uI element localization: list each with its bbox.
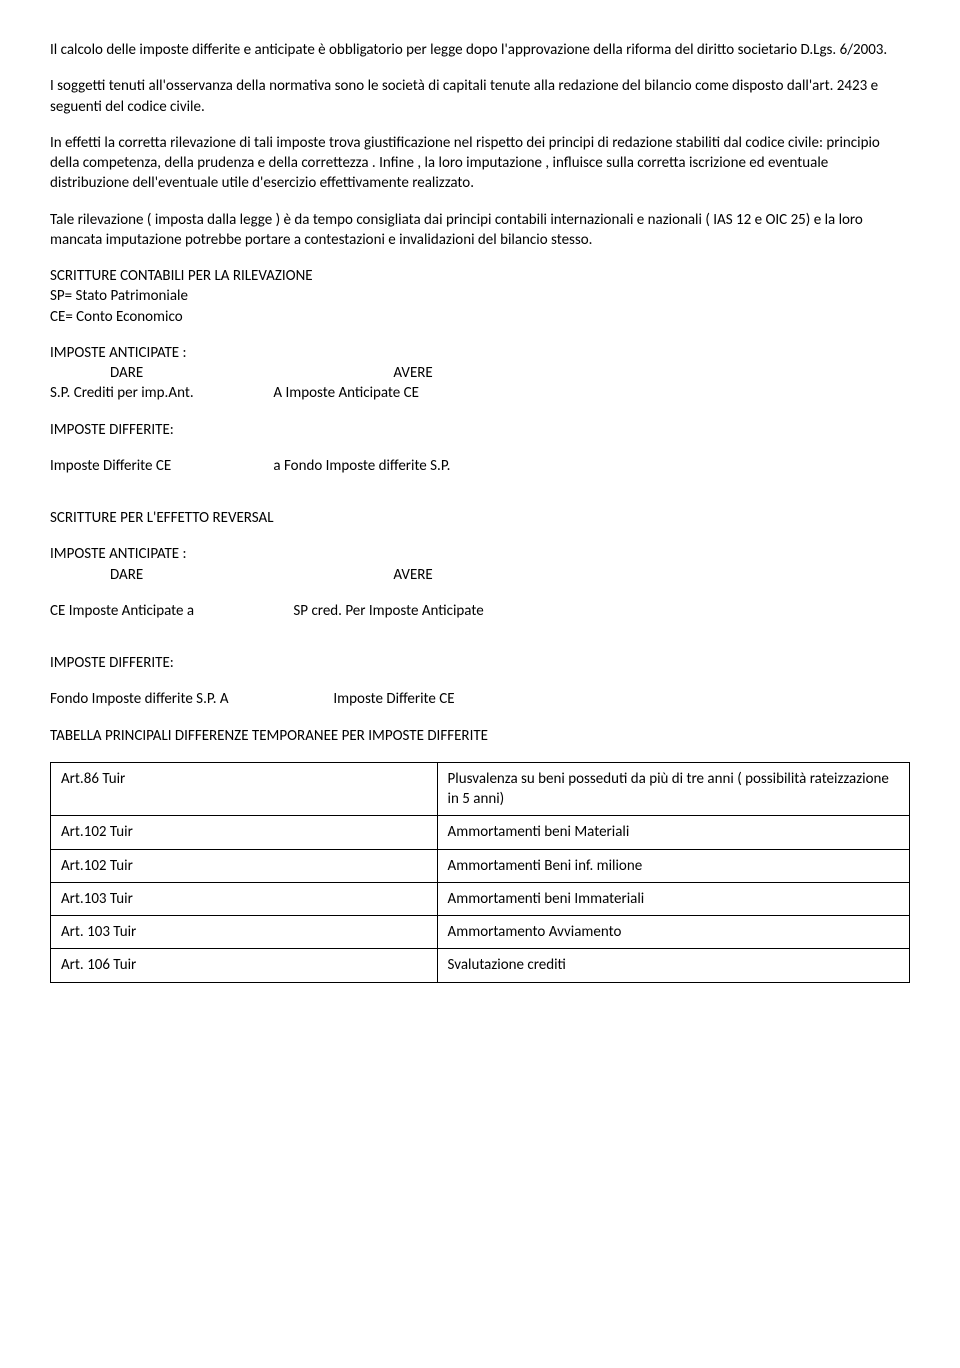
table-cell-right: Ammortamento Avviamento [437,916,909,949]
differite1-heading: IMPOSTE DIFFERITE: [50,420,910,440]
avere-header: AVERE [393,364,432,382]
sp-label: SP= Stato Patrimoniale [50,286,910,306]
anticipate1-heading: IMPOSTE ANTICIPATE : [50,343,910,363]
table-cell-right: Ammortamenti beni Materiali [437,816,909,849]
differite2-dare: Fondo Imposte differite S.P. A [50,689,330,709]
tabella-heading: TABELLA PRINCIPALI DIFFERENZE TEMPORANEE… [50,726,910,746]
differite2-heading: IMPOSTE DIFFERITE: [50,653,910,673]
dare-header: DARE [50,363,390,383]
table-row: Art. 106 Tuir Svalutazione crediti [51,949,910,982]
table-cell-right: Ammortamenti beni Immateriali [437,882,909,915]
anticipate1-dare: S.P. Crediti per imp.Ant. [50,383,270,403]
paragraph-4: Tale rilevazione ( imposta dalla legge )… [50,210,910,251]
table-row: Art.102 Tuir Ammortamenti beni Materiali [51,816,910,849]
table-cell-left: Art.102 Tuir [51,849,438,882]
differite2-avere: Imposte Differite CE [333,690,454,708]
ce-label: CE= Conto Economico [50,307,910,327]
differite1-avere: a Fondo Imposte differite S.P. [273,457,450,475]
table-cell-left: Art.103 Tuir [51,882,438,915]
table-row: Art.102 Tuir Ammortamenti Beni inf. mili… [51,849,910,882]
dare-header-2: DARE [50,565,390,585]
differenze-table: Art.86 Tuir Plusvalenza su beni possedut… [50,762,910,983]
paragraph-2: I soggetti tenuti all'osservanza della n… [50,76,910,117]
anticipate2-dare: CE Imposte Anticipate a [50,601,290,621]
anticipate1-avere: A Imposte Anticipate CE [273,384,419,402]
table-cell-left: Art.102 Tuir [51,816,438,849]
table-row: Art.103 Tuir Ammortamenti beni Immateria… [51,882,910,915]
table-cell-left: Art.86 Tuir [51,762,438,816]
differite1-dare: Imposte Differite CE [50,456,270,476]
reversal-heading: SCRITTURE PER L'EFFETTO REVERSAL [50,508,910,528]
anticipate2-avere: SP cred. Per Imposte Anticipate [293,602,483,620]
scritture-heading: SCRITTURE CONTABILI PER LA RILEVAZIONE [50,266,910,286]
paragraph-3: In effetti la corretta rilevazione di ta… [50,133,910,194]
table-cell-left: Art. 103 Tuir [51,916,438,949]
table-cell-right: Plusvalenza su beni posseduti da più di … [437,762,909,816]
anticipate2-heading: IMPOSTE ANTICIPATE : [50,544,910,564]
table-cell-left: Art. 106 Tuir [51,949,438,982]
table-cell-right: Ammortamenti Beni inf. milione [437,849,909,882]
table-cell-right: Svalutazione crediti [437,949,909,982]
table-row: Art. 103 Tuir Ammortamento Avviamento [51,916,910,949]
paragraph-1: Il calcolo delle imposte differite e ant… [50,40,910,60]
table-row: Art.86 Tuir Plusvalenza su beni possedut… [51,762,910,816]
avere-header-2: AVERE [393,566,432,584]
